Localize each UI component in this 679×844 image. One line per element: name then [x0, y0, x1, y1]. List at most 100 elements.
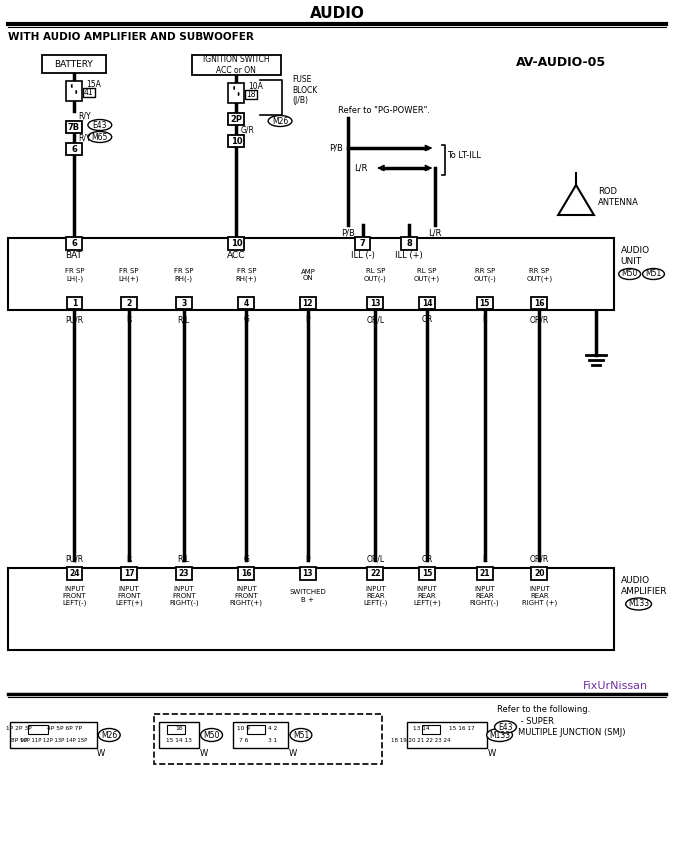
Text: ACC: ACC	[227, 251, 246, 259]
Ellipse shape	[200, 728, 223, 742]
Text: BATTERY: BATTERY	[54, 59, 94, 68]
Text: 16: 16	[241, 569, 251, 578]
Bar	[419, 567, 435, 580]
Bar	[300, 567, 316, 580]
Text: G: G	[243, 555, 249, 564]
Text: RR SP
OUT(-): RR SP OUT(-)	[473, 268, 496, 282]
Text: M51: M51	[293, 731, 309, 739]
Ellipse shape	[619, 268, 640, 279]
Text: AUDIO: AUDIO	[310, 6, 365, 20]
Text: To LT-ILL: To LT-ILL	[447, 150, 481, 160]
Text: 10A: 10A	[249, 82, 263, 90]
Text: OR/L: OR/L	[367, 316, 384, 324]
Text: INPUT
FRONT
LEFT(-): INPUT FRONT LEFT(-)	[62, 586, 87, 606]
Text: INPUT
FRONT
RIGHT(-): INPUT FRONT RIGHT(-)	[169, 586, 198, 606]
Text: W: W	[289, 749, 297, 759]
Text: L: L	[483, 555, 487, 564]
Bar	[121, 567, 137, 580]
Ellipse shape	[487, 728, 513, 742]
Text: 8: 8	[406, 239, 412, 248]
Text: 18 19 20 21 22 23 24: 18 19 20 21 22 23 24	[391, 738, 451, 744]
Text: INPUT
REAR
LEFT(-): INPUT REAR LEFT(-)	[363, 586, 388, 606]
Text: 13 14: 13 14	[413, 727, 429, 732]
Text: OR/L: OR/L	[367, 555, 384, 564]
Text: AUDIO
UNIT: AUDIO UNIT	[621, 246, 650, 266]
Text: INPUT
REAR
RIGHT(-): INPUT REAR RIGHT(-)	[470, 586, 500, 606]
Bar	[300, 297, 316, 309]
Text: PU/R: PU/R	[65, 555, 84, 564]
Text: WITH AUDIO AMPLIFIER AND SUBWOOFER: WITH AUDIO AMPLIFIER AND SUBWOOFER	[8, 32, 254, 42]
Text: M133: M133	[489, 731, 510, 739]
Ellipse shape	[88, 120, 112, 131]
Text: M50: M50	[621, 269, 638, 279]
Text: R: R	[126, 555, 132, 564]
Text: R/L: R/L	[178, 316, 190, 324]
Bar	[67, 567, 82, 580]
Text: 16: 16	[534, 299, 545, 307]
Text: 15 14 13: 15 14 13	[166, 738, 191, 744]
Bar	[228, 135, 244, 147]
Bar	[159, 722, 199, 748]
Text: E43: E43	[92, 121, 107, 129]
Text: L: L	[483, 316, 487, 324]
Text: G: G	[243, 316, 249, 324]
Bar	[8, 568, 614, 650]
Bar	[176, 297, 191, 309]
Text: OR/R: OR/R	[530, 316, 549, 324]
Bar	[401, 237, 417, 250]
Text: 10P 11P 12P 13P 14P 15P: 10P 11P 12P 13P 14P 15P	[20, 738, 88, 744]
Text: 15: 15	[479, 299, 490, 307]
Text: R/Y: R/Y	[78, 111, 90, 121]
Text: 4P 5P 6P 7P: 4P 5P 6P 7P	[47, 727, 82, 732]
Text: OR/R: OR/R	[530, 555, 549, 564]
Bar	[66, 237, 82, 250]
Text: 13: 13	[370, 299, 381, 307]
Text: 2: 2	[126, 299, 132, 307]
Bar	[66, 121, 82, 133]
Bar	[167, 725, 185, 734]
Text: E43: E43	[498, 722, 513, 732]
Bar	[245, 90, 257, 99]
Bar	[66, 143, 82, 155]
Ellipse shape	[494, 721, 517, 733]
Text: FUSE
BLOCK
(J/B): FUSE BLOCK (J/B)	[292, 75, 317, 105]
Text: 23: 23	[179, 569, 189, 578]
Text: 20: 20	[534, 569, 545, 578]
Text: M50: M50	[203, 731, 220, 739]
Text: INPUT
FRONT
RIGHT(+): INPUT FRONT RIGHT(+)	[230, 586, 263, 606]
Text: R/L: R/L	[178, 555, 190, 564]
Text: 10: 10	[231, 239, 242, 248]
Text: Refer to "PG-POWER".: Refer to "PG-POWER".	[337, 106, 430, 115]
Text: FixUrNissan: FixUrNissan	[583, 681, 648, 691]
Text: P/B: P/B	[341, 229, 354, 237]
Bar	[10, 722, 97, 748]
Text: ILL (+): ILL (+)	[395, 251, 423, 259]
Text: FR SP
LH(+): FR SP LH(+)	[119, 268, 139, 282]
Text: 3: 3	[181, 299, 186, 307]
Bar	[419, 297, 435, 309]
Bar	[407, 722, 487, 748]
Text: RL SP
OUT(+): RL SP OUT(+)	[414, 268, 440, 282]
Text: FR SP
LH(-): FR SP LH(-)	[65, 268, 84, 282]
Bar	[121, 297, 137, 309]
Text: 12: 12	[303, 299, 313, 307]
Text: FR SP
RH(+): FR SP RH(+)	[236, 268, 257, 282]
Text: P: P	[306, 555, 310, 564]
Bar	[367, 297, 384, 309]
Bar	[234, 722, 288, 748]
Text: 4: 4	[244, 299, 249, 307]
Bar	[532, 297, 547, 309]
Text: W: W	[200, 749, 208, 759]
Text: 15: 15	[422, 569, 433, 578]
Text: AV-AUDIO-05: AV-AUDIO-05	[516, 56, 606, 68]
Text: 8P 9P: 8P 9P	[11, 738, 27, 744]
Text: Refer to the following.: Refer to the following.	[496, 706, 590, 715]
Text: AMP
ON: AMP ON	[300, 268, 315, 282]
Bar	[66, 81, 82, 101]
Bar	[354, 237, 371, 250]
Text: FR SP
RH(-): FR SP RH(-)	[174, 268, 194, 282]
Text: 7B: 7B	[68, 122, 80, 132]
Text: 14: 14	[422, 299, 433, 307]
Text: 41: 41	[84, 88, 94, 97]
Ellipse shape	[268, 116, 292, 127]
